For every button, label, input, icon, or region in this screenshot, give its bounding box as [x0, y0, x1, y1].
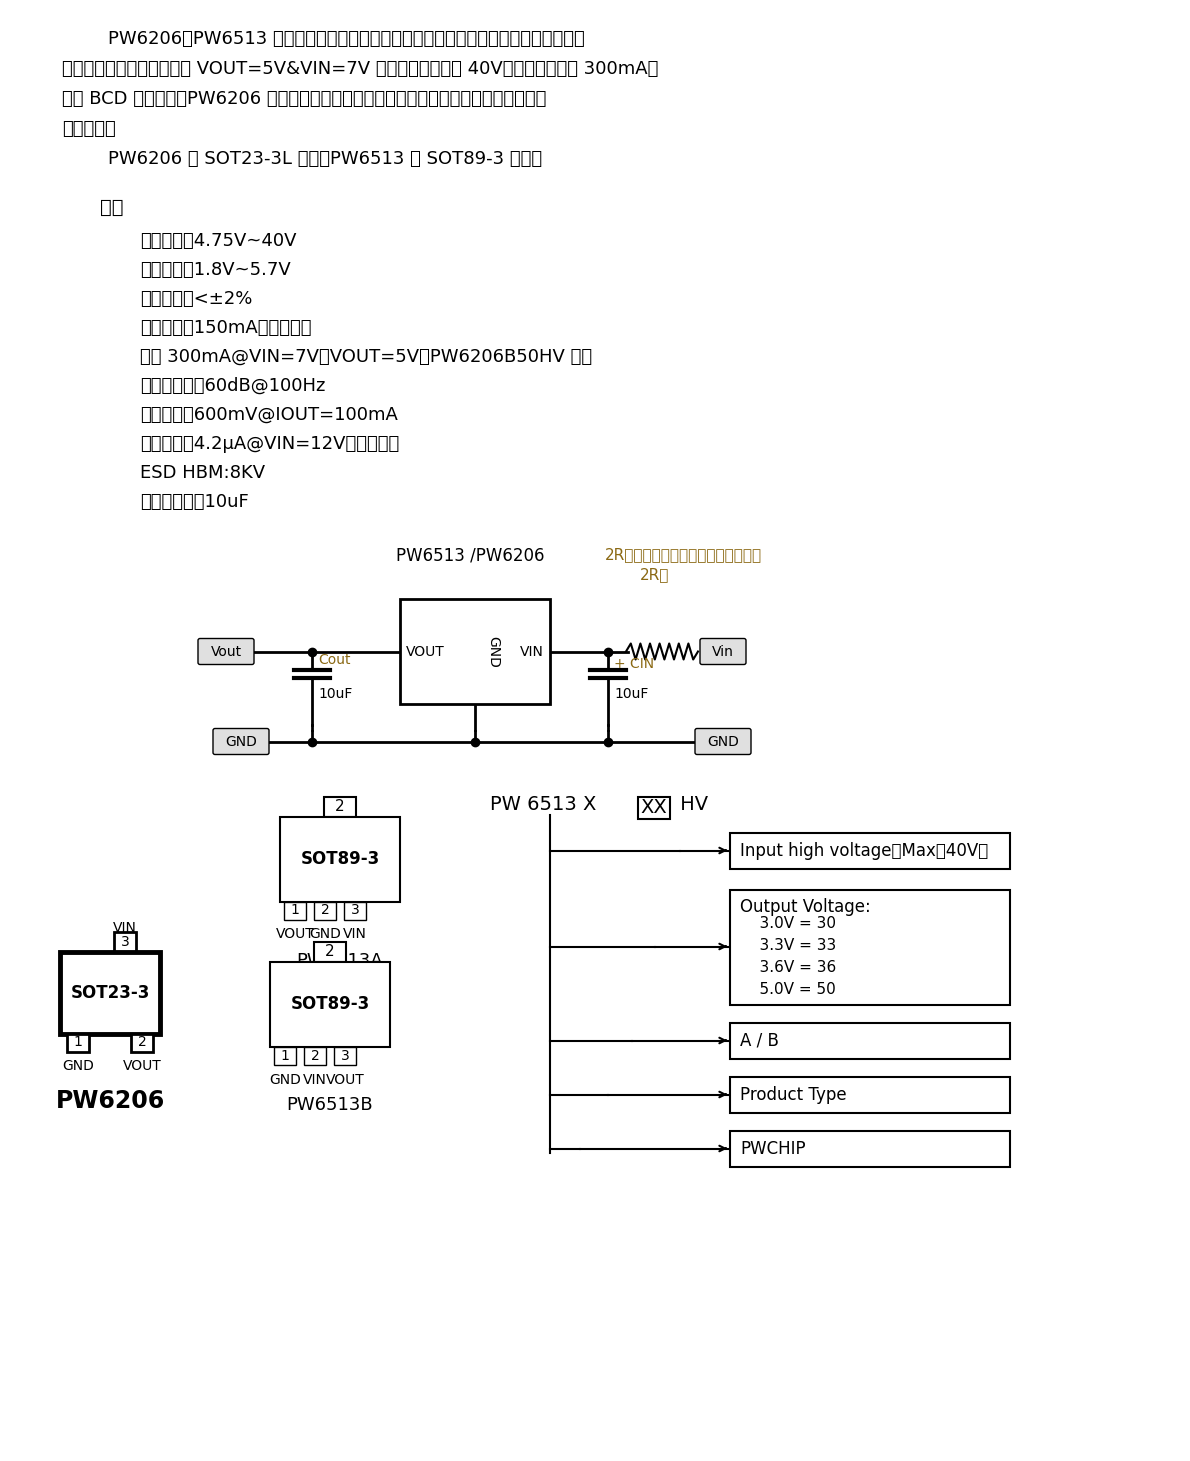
Bar: [303, 1046, 326, 1065]
Text: VIN: VIN: [303, 1072, 327, 1087]
Bar: [729, 1023, 1010, 1059]
Text: 2: 2: [336, 799, 345, 814]
Text: PW 6513 X: PW 6513 X: [490, 795, 602, 814]
Bar: [729, 833, 1010, 868]
Text: GND: GND: [269, 1072, 301, 1087]
Bar: [270, 961, 390, 1046]
Text: 跌落电压：600mV@IOUT=100mA: 跌落电压：600mV@IOUT=100mA: [140, 406, 397, 424]
Text: + CIN: + CIN: [614, 657, 654, 672]
FancyBboxPatch shape: [213, 729, 269, 754]
Text: PW6206 是 SOT23-3L 封装，PW6513 是 SOT89-3 封装。: PW6206 是 SOT23-3L 封装，PW6513 是 SOT89-3 封装…: [62, 150, 543, 168]
Text: VOUT: VOUT: [123, 1059, 162, 1074]
Text: 3: 3: [351, 903, 359, 918]
Bar: [314, 941, 346, 961]
Bar: [67, 1033, 89, 1052]
Text: ESD HBM:8KV: ESD HBM:8KV: [140, 465, 265, 482]
Text: 3.3V = 33: 3.3V = 33: [740, 938, 837, 953]
Text: VOUT: VOUT: [276, 928, 314, 941]
Text: 5.0V = 50: 5.0V = 50: [740, 982, 835, 996]
Text: 10uF: 10uF: [614, 688, 649, 701]
Text: A / B: A / B: [740, 1031, 779, 1049]
Text: 2: 2: [311, 1049, 319, 1062]
Bar: [131, 1033, 154, 1052]
Text: Vin: Vin: [712, 644, 734, 659]
Text: 2R，: 2R，: [640, 567, 669, 581]
Text: 2: 2: [320, 903, 330, 918]
Text: HV: HV: [674, 795, 708, 814]
Text: 推荐电容器：10uF: 推荐电容器：10uF: [140, 492, 249, 511]
Text: 3: 3: [120, 935, 130, 948]
Text: 输出电流：150mA（典型値）: 输出电流：150mA（典型値）: [140, 318, 312, 337]
Text: 稳压器具有高纹波抑制。在 VOUT=5V&VIN=7V 时，输入电压高达 40V，负载电流高达 300mA，: 稳压器具有高纹波抑制。在 VOUT=5V&VIN=7V 时，输入电压高达 40V…: [62, 60, 658, 77]
Text: 输出电压：1.8V~5.7V: 输出电压：1.8V~5.7V: [140, 262, 290, 279]
Text: 3: 3: [340, 1049, 350, 1062]
Text: Input high voltage（Max：40V）: Input high voltage（Max：40V）: [740, 842, 988, 859]
Bar: [729, 890, 1010, 1005]
Bar: [60, 951, 159, 1033]
Text: Product Type: Product Type: [740, 1086, 846, 1103]
FancyBboxPatch shape: [198, 638, 253, 665]
Text: PW6513B: PW6513B: [287, 1097, 374, 1115]
Bar: [280, 817, 400, 901]
Text: GND: GND: [309, 928, 342, 941]
Bar: [284, 901, 306, 919]
Bar: [729, 1077, 1010, 1112]
Text: 特点: 特点: [100, 199, 124, 218]
Bar: [114, 932, 136, 951]
Text: SOT23-3: SOT23-3: [70, 983, 150, 1001]
Text: GND: GND: [707, 735, 739, 748]
Text: 1: 1: [281, 1049, 289, 1062]
FancyBboxPatch shape: [695, 729, 751, 754]
Text: XX: XX: [640, 798, 668, 817]
Text: 2: 2: [325, 944, 334, 958]
Text: VOUT: VOUT: [326, 1072, 364, 1087]
Text: 3.6V = 36: 3.6V = 36: [740, 960, 837, 974]
Bar: [274, 1046, 296, 1065]
Text: PW6513 /PW6206: PW6513 /PW6206: [396, 546, 544, 565]
Text: SOT89-3: SOT89-3: [290, 995, 370, 1012]
Text: Vout: Vout: [211, 644, 242, 659]
Text: 条件下工作: 条件下工作: [62, 120, 115, 137]
Text: 电源抑制比：60dB@100Hz: 电源抑制比：60dB@100Hz: [140, 377, 325, 394]
Text: 采用 BCD 工艺制造。PW6206 提供过电流限制、软启动和过热保护，以确保设备在良好的: 采用 BCD 工艺制造。PW6206 提供过电流限制、软启动和过热保护，以确保设…: [62, 91, 546, 108]
Text: Cout: Cout: [318, 653, 351, 668]
Text: GND: GND: [62, 1059, 94, 1074]
Text: 输出精度：<±2%: 输出精度：<±2%: [140, 289, 252, 308]
Text: 输入电压：4.75V~40V: 输入电压：4.75V~40V: [140, 232, 296, 250]
Bar: [729, 1131, 1010, 1166]
Text: GND: GND: [486, 636, 500, 668]
Text: VIN: VIN: [343, 928, 367, 941]
FancyBboxPatch shape: [700, 638, 746, 665]
Text: SOT89-3: SOT89-3: [300, 850, 380, 868]
Bar: [324, 796, 356, 817]
Text: 1: 1: [74, 1036, 82, 1049]
Bar: [400, 599, 550, 704]
Text: PW6206: PW6206: [56, 1088, 164, 1112]
Text: 1: 1: [290, 903, 300, 918]
Text: 2R可选不加，功能吸收拔插尖峰电压: 2R可选不加，功能吸收拔插尖峰电压: [605, 546, 762, 562]
Text: VIN: VIN: [520, 644, 544, 659]
Bar: [344, 901, 367, 919]
Text: GND: GND: [225, 735, 257, 748]
Bar: [314, 901, 336, 919]
Bar: [638, 796, 670, 818]
Text: 3.0V = 30: 3.0V = 30: [740, 916, 837, 931]
Text: VIN: VIN: [113, 922, 137, 935]
Text: PWCHIP: PWCHIP: [740, 1140, 806, 1157]
Text: PW6206，PW6513 系列是一款高精度，高输入电压，低静态电流，高速，低压降线性: PW6206，PW6513 系列是一款高精度，高输入电压，低静态电流，高速，低压…: [62, 31, 584, 48]
Text: 2: 2: [138, 1036, 146, 1049]
Text: PW6513A: PW6513A: [296, 951, 383, 970]
Bar: [334, 1046, 356, 1065]
Text: 最高 300mA@VIN=7V，VOUT=5V，PW6206B50HV 封装: 最高 300mA@VIN=7V，VOUT=5V，PW6206B50HV 封装: [140, 348, 593, 367]
Text: Output Voltage:: Output Voltage:: [740, 897, 871, 916]
Text: 静态电流：4.2μA@VIN=12V（典型値）: 静态电流：4.2μA@VIN=12V（典型値）: [140, 435, 400, 453]
Text: 10uF: 10uF: [318, 688, 352, 701]
Text: VOUT: VOUT: [406, 644, 445, 659]
